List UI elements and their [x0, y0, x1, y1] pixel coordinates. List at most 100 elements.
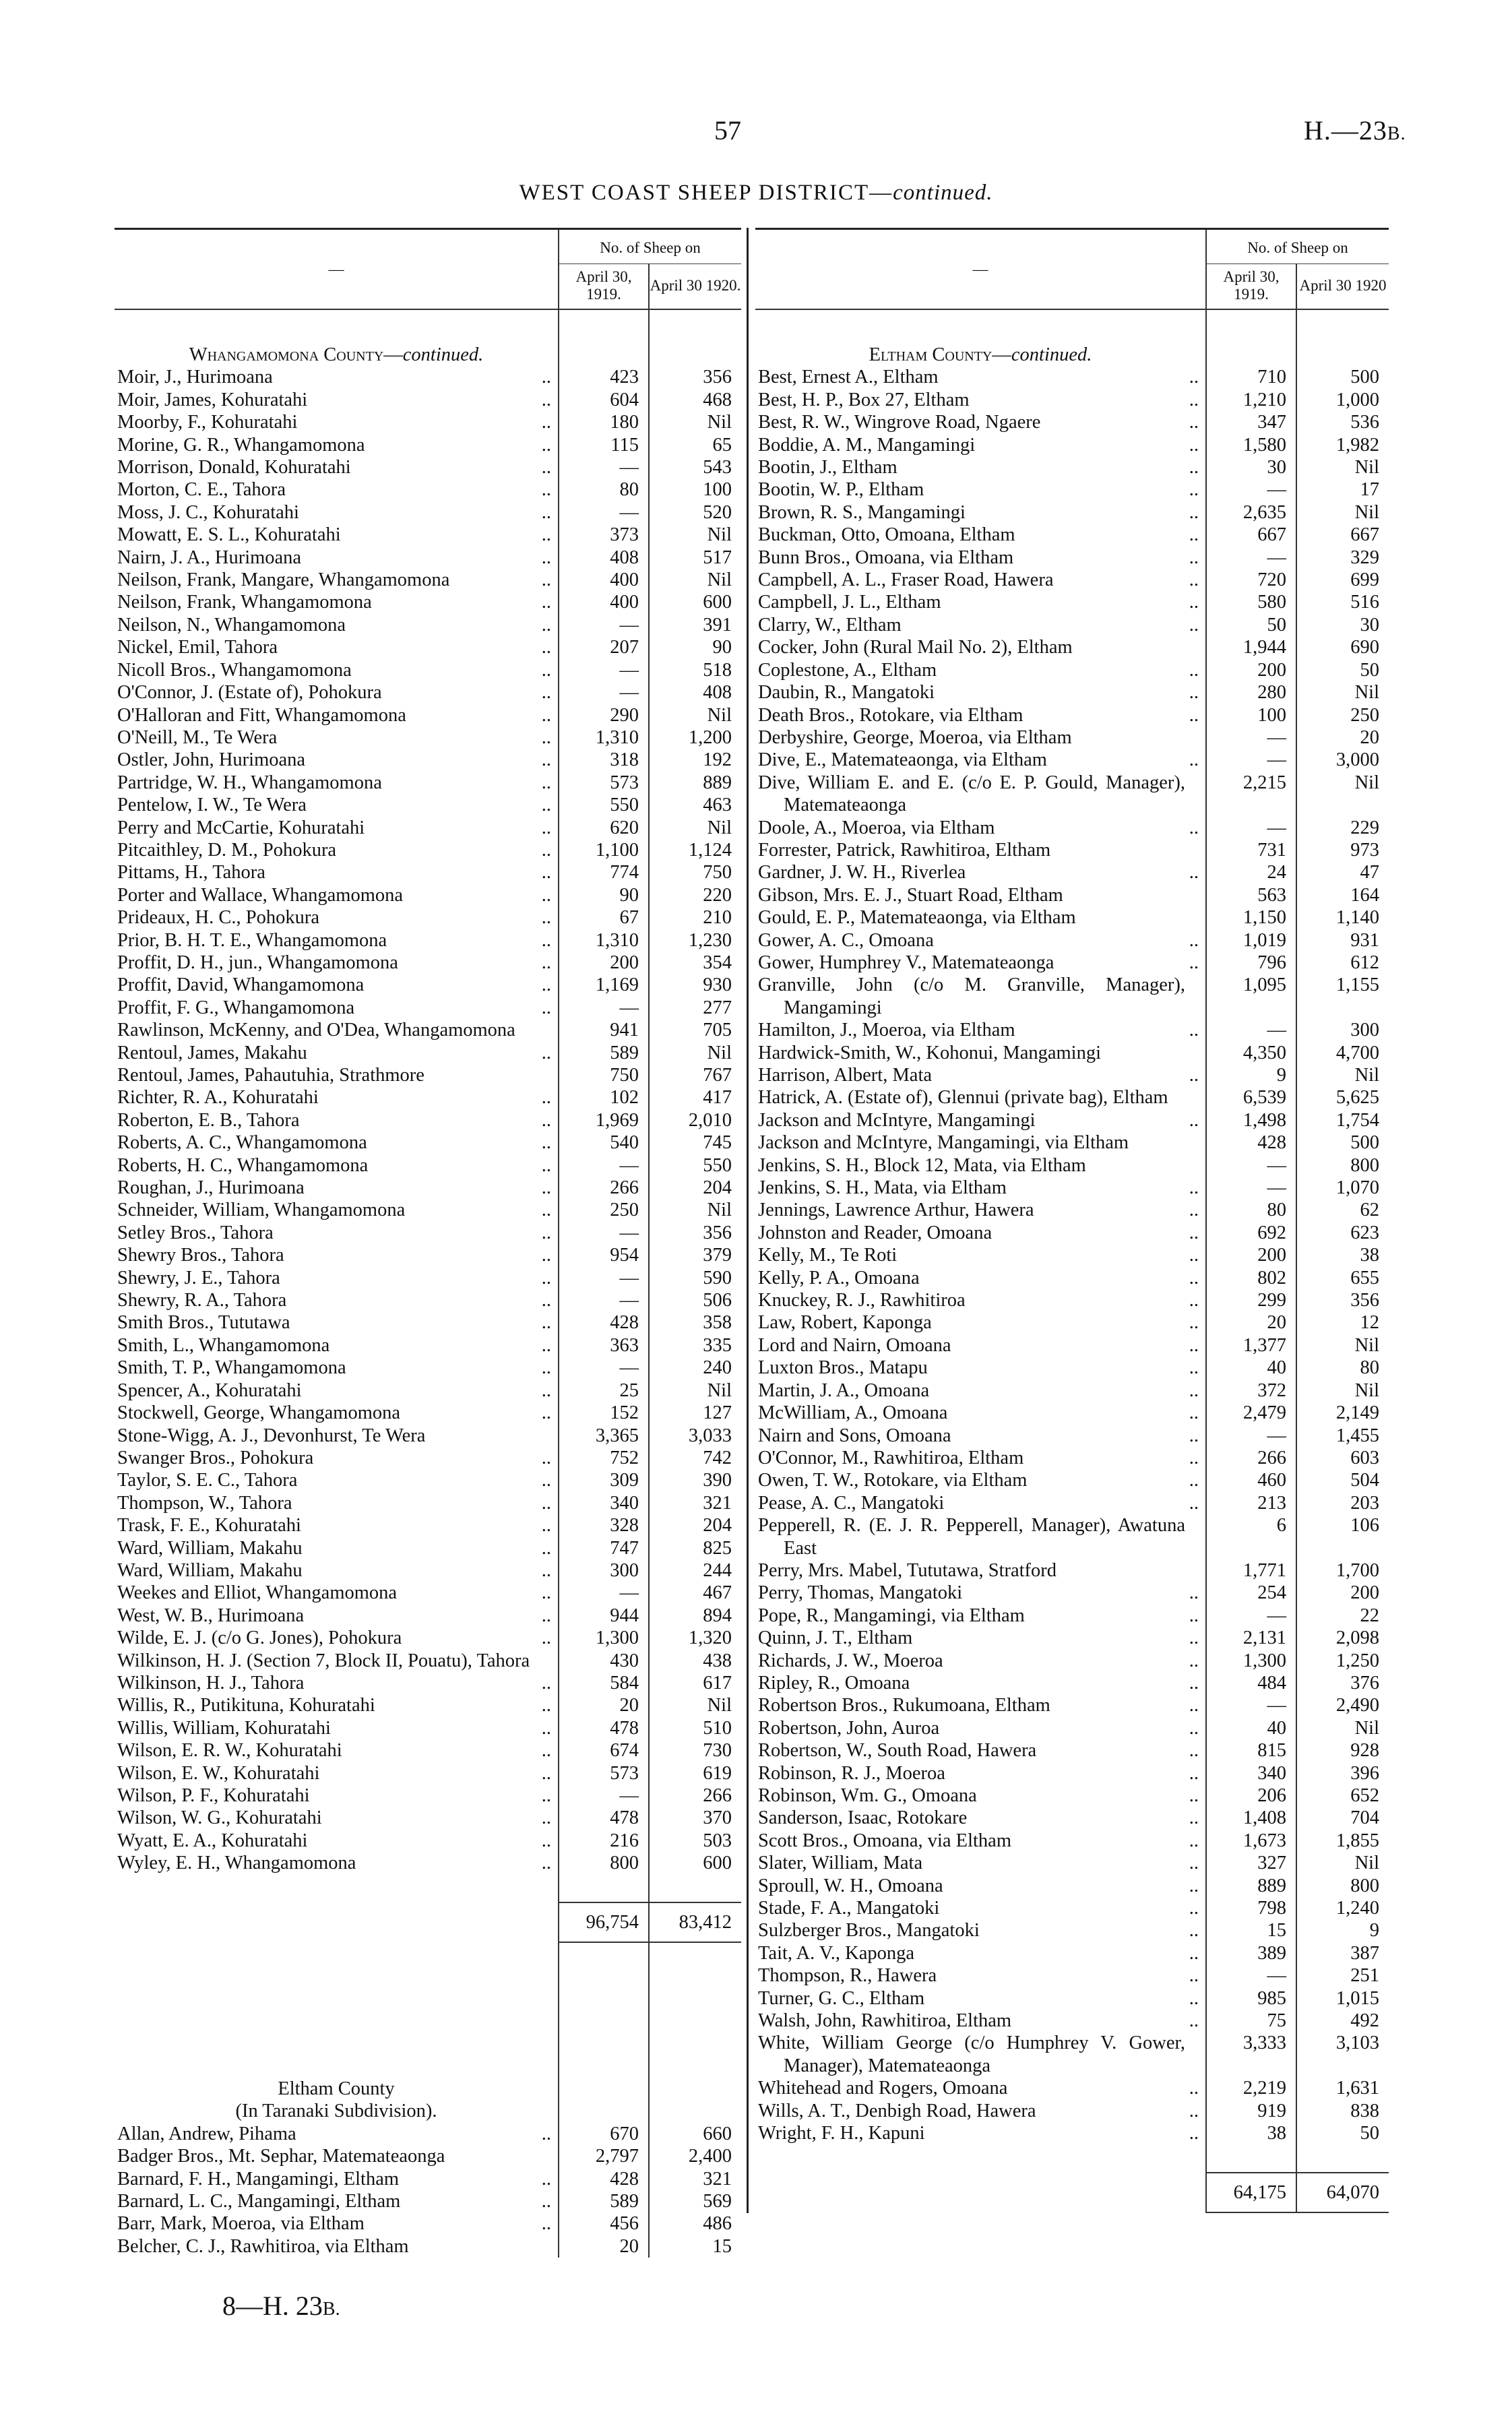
holder-name: Shewry Bros., Tahora [115, 1244, 559, 1267]
sheep-1920: 358 [648, 1311, 741, 1334]
holder-name-text: Stade, F. A., Mangatoki [758, 1898, 940, 1919]
holder-name-text: Clarry, W., Eltham [758, 614, 902, 635]
total-1920: 83,412 [648, 1901, 741, 1944]
sheep-1920: 2,490 [1296, 1694, 1389, 1717]
holder-name-text: Rentoul, James, Makahu [117, 1042, 307, 1063]
sheep-1919: 2,479 [1205, 1402, 1296, 1425]
holder-name: Tait, A. V., Kaponga [755, 1942, 1206, 1965]
table-row: Jenkins, S. H., Mata, via Eltham —1,070 [755, 1177, 1389, 1200]
sheep-1919: — [1205, 726, 1296, 749]
table-row: Nairn and Sons, Omoana —1,455 [755, 1424, 1389, 1448]
sheep-1920: 379 [648, 1244, 741, 1267]
holder-name-text: Best, R. W., Wingrove Road, Ngaere [758, 412, 1041, 433]
table-row: Morrison, Donald, Kohuratahi —543 [115, 456, 741, 479]
table-row: Moss, J. C., Kohuratahi —520 [115, 501, 741, 524]
sheep-1920: 5,625 [1296, 1086, 1389, 1109]
sheep-1919: 280 [1205, 681, 1296, 704]
sheep-1920: Nil [1296, 1379, 1389, 1402]
sheep-1920: Nil [648, 1694, 741, 1717]
sheep-1919: 75 [1205, 2010, 1296, 2033]
sheep-1919: 1,300 [1205, 1649, 1296, 1672]
holder-name: Taylor, S. E. C., Tahora [115, 1469, 559, 1492]
holder-name-text: Pentelow, I. W., Te Wera [117, 795, 307, 816]
sheep-1919: 30 [1205, 456, 1296, 479]
holder-name: Derbyshire, George, Moeroa, via Eltham [755, 726, 1206, 749]
sheep-1919: 889 [1205, 1874, 1296, 1898]
sheep-1920: 894 [648, 1604, 741, 1627]
sheep-1920: Nil [1296, 771, 1389, 817]
holder-name: Proffit, D. H., jun., Whangamomona [115, 952, 559, 974]
holder-name-text: Stockwell, George, Whangamomona [117, 1402, 401, 1424]
sheep-1920: 240 [648, 1357, 741, 1379]
holder-name-text: Partridge, W. H., Whangamomona [117, 772, 382, 793]
holder-name-text: Perry, Mrs. Mabel, Tututawa, Stratford [758, 1559, 1057, 1581]
sheep-1919: 373 [558, 524, 649, 547]
holder-name-text: Wills, A. T., Denbigh Road, Hawera [758, 2100, 1036, 2121]
sheep-1919: — [558, 1289, 649, 1312]
holder-name-text: Rawlinson, McKenny, and O'Dea, Whangamom… [117, 1020, 515, 1041]
sheep-1919: 20 [558, 2235, 649, 2258]
holder-name: Jackson and McIntyre, Mangamingi [755, 1109, 1206, 1132]
sheep-1920: 277 [648, 996, 741, 1020]
sheep-1920: 356 [648, 366, 741, 389]
page-title: WEST COAST SHEEP DISTRICT—continued. [0, 181, 1512, 206]
sheep-1920: 543 [648, 456, 741, 479]
sheep-1919: 3,365 [558, 1424, 649, 1447]
holder-name: Stockwell, George, Whangamomona [115, 1402, 559, 1425]
holder-name: Roughan, J., Hurimoana [115, 1177, 559, 1200]
section-title-continued: continued. [1011, 344, 1092, 365]
sheep-1919: 2,131 [1205, 1627, 1296, 1650]
sheep-1920: Nil [1296, 1852, 1389, 1875]
sheep-1920: Nil [1296, 1334, 1389, 1357]
section-title-continued: continued. [402, 344, 484, 365]
table-row: Wilson, P. F., Kohuratahi —266 [115, 1785, 741, 1807]
sheep-1920: 617 [648, 1671, 741, 1695]
holder-name-text: Neilson, Frank, Whangamomona [117, 592, 372, 613]
sheep-1920: 20 [1296, 726, 1389, 749]
holder-name: Nickel, Emil, Tahora [115, 636, 559, 659]
holder-name-text: Perry, Thomas, Mangatoki [758, 1582, 963, 1604]
reference-text: H.—23 [1304, 115, 1387, 146]
sheep-1919: — [1205, 1424, 1296, 1447]
holder-name-text: Barnard, L. C., Mangamingi, Eltham [117, 2191, 401, 2212]
sheep-1920: 704 [1296, 1807, 1389, 1830]
sheep-1920: 1,982 [1296, 433, 1389, 457]
sheep-1919: 299 [1205, 1289, 1296, 1312]
sheep-1920: 699 [1296, 569, 1389, 592]
sheep-1920: Nil [1296, 456, 1389, 479]
sheep-1920: Nil [648, 1379, 741, 1402]
holder-name-text: Wright, F. H., Kapuni [758, 2123, 925, 2144]
sheep-1919: 6,539 [1205, 1086, 1296, 1109]
table-row: Hatrick, A. (Estate of), Glennui (privat… [755, 1086, 1389, 1109]
sheep-1919: 389 [1205, 1942, 1296, 1965]
sheep-1919: — [558, 1266, 649, 1290]
holder-name-text: Nickel, Emil, Tahora [117, 637, 278, 658]
holder-name: Nairn and Sons, Omoana [755, 1425, 1206, 1448]
holder-name: Rentoul, James, Pahautuhia, Strathmore [115, 1064, 559, 1086]
sheep-1919: 800 [558, 1852, 649, 1875]
sheep-1920: 100 [648, 478, 741, 501]
holder-name: Lord and Nairn, Omoana [755, 1334, 1206, 1357]
holder-name-text: Turner, G. C., Eltham [758, 1987, 925, 2009]
holder-name: Johnston and Reader, Omoana [755, 1222, 1206, 1245]
holder-name: Pope, R., Mangamingi, via Eltham [755, 1605, 1206, 1627]
sheep-1919: 372 [1205, 1379, 1296, 1402]
holder-name-text: Barnard, F. H., Mangamingi, Eltham [117, 2168, 400, 2190]
sheep-1919: 1,408 [1205, 1807, 1296, 1830]
spacer-row [115, 1874, 741, 1902]
sheep-1919: 815 [1205, 1739, 1296, 1762]
holder-name-text: Slater, William, Mata [758, 1853, 923, 1874]
